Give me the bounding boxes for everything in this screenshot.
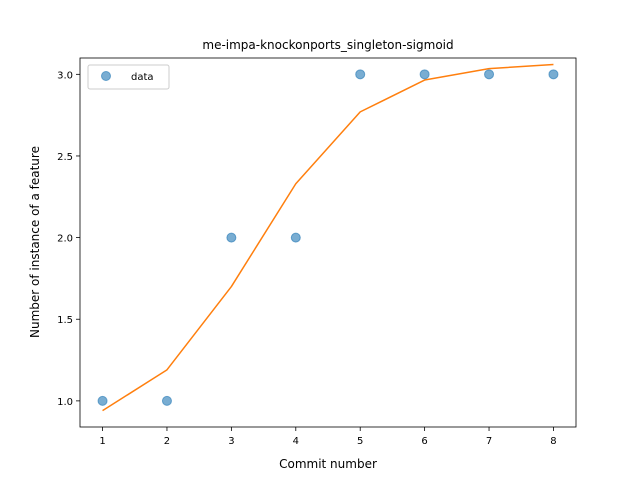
- legend: data: [87, 64, 170, 90]
- axes-frame: [79, 57, 577, 428]
- y-tick-label: 2.0: [57, 234, 73, 245]
- data-point: [548, 69, 559, 80]
- data-point: [419, 69, 430, 80]
- y-tick-label: 1.0: [57, 397, 73, 408]
- data-point: [226, 232, 237, 243]
- data-point: [484, 69, 495, 80]
- data-point: [355, 69, 366, 80]
- fit-line: [102, 63, 554, 412]
- x-tick-label: 8: [550, 436, 556, 447]
- x-tick-label: 3: [228, 436, 234, 447]
- y-axis-label: Number of instance of a feature: [28, 146, 42, 338]
- y-tick-label: 3.0: [57, 70, 73, 81]
- x-tick-label: 2: [164, 436, 170, 447]
- data-point: [290, 232, 301, 243]
- x-tick-label: 4: [293, 436, 299, 447]
- x-tick-label: 5: [357, 436, 363, 447]
- chart-title: me-impa-knockonports_singleton-sigmoid: [202, 38, 453, 52]
- legend-box: [87, 64, 170, 90]
- x-tick-label: 6: [421, 436, 427, 447]
- legend-label-data: data: [131, 72, 154, 83]
- x-axis-label: Commit number: [279, 457, 377, 471]
- legend-marker-data: [101, 71, 111, 81]
- y-tick-label: 1.5: [57, 315, 73, 326]
- data-point: [97, 395, 108, 406]
- y-tick-label: 2.5: [57, 152, 73, 163]
- x-tick-label: 1: [99, 436, 105, 447]
- data-point: [161, 395, 172, 406]
- plot-area: 1 2 3 4 5 6 7 8 1.0 1.5 2.0 2.5 3.0: [57, 57, 577, 447]
- x-tick-label: 7: [486, 436, 492, 447]
